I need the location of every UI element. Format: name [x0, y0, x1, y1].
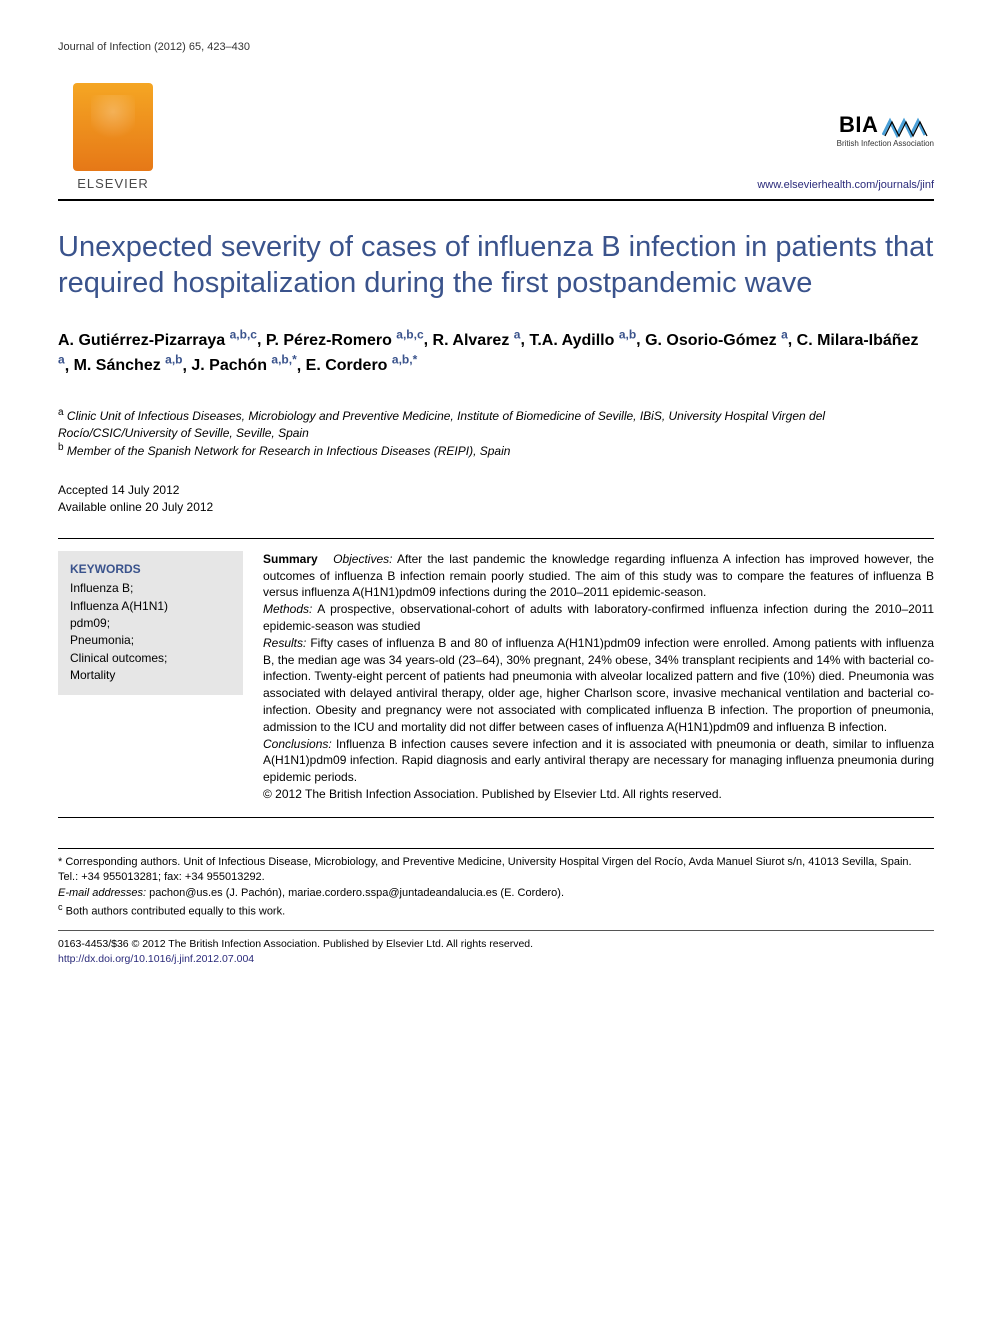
accepted-date: Accepted 14 July 2012	[58, 482, 934, 499]
conclusions-label: Conclusions:	[263, 737, 332, 751]
results-label: Results:	[263, 636, 306, 650]
author: M. Sánchez a,b	[74, 357, 183, 374]
biaa-logo: BIA	[757, 110, 934, 140]
abstract: Summary Objectives: After the last pande…	[263, 551, 934, 803]
title-block: Unexpected severity of cases of influenz…	[58, 229, 934, 302]
results-text: Fifty cases of influenza B and 80 of inf…	[263, 636, 934, 734]
authors-list: A. Gutiérrez-Pizarraya a,b,c, P. Pérez-R…	[58, 326, 934, 377]
corresponding-note: * Corresponding authors. Unit of Infecti…	[58, 855, 934, 886]
association-block: BIA British Infection Association www.el…	[757, 110, 934, 193]
keywords-box: KEYWORDS Influenza B;Influenza A(H1N1)pd…	[58, 551, 243, 695]
author: T.A. Aydillo a,b	[529, 332, 636, 349]
journal-url[interactable]: www.elsevierhealth.com/journals/jinf	[757, 178, 934, 193]
affiliation-a: a Clinic Unit of Infectious Diseases, Mi…	[58, 406, 934, 442]
biaa-abbr: BIA	[839, 112, 878, 137]
header-row: ELSEVIER BIA British Infection Associati…	[58, 73, 934, 201]
email-label: E-mail addresses:	[58, 887, 146, 899]
author: G. Osorio-Gómez a	[645, 332, 788, 349]
biblio-line: 0163-4453/$36 © 2012 The British Infecti…	[58, 937, 934, 952]
elsevier-text: ELSEVIER	[77, 175, 149, 193]
email-1[interactable]: pachon@us.es	[149, 887, 223, 899]
email-line: E-mail addresses: pachon@us.es (J. Pachó…	[58, 886, 934, 901]
equal-contrib-note: c Both authors contributed equally to th…	[58, 901, 934, 920]
article-title: Unexpected severity of cases of influenz…	[58, 229, 934, 302]
summary-label: Summary	[263, 552, 318, 566]
author: R. Alvarez a	[433, 332, 521, 349]
affiliations: a Clinic Unit of Infectious Diseases, Mi…	[58, 406, 934, 460]
conclusions-text: Influenza B infection causes severe infe…	[263, 737, 934, 785]
elsevier-tree-icon	[73, 83, 153, 171]
biblio-block: 0163-4453/$36 © 2012 The British Infecti…	[58, 930, 934, 966]
online-date: Available online 20 July 2012	[58, 499, 934, 516]
email-1-name: (J. Pachón),	[223, 887, 288, 899]
biaa-name: British Infection Association	[757, 139, 934, 150]
author: P. Pérez-Romero a,b,c	[266, 332, 424, 349]
elsevier-logo: ELSEVIER	[58, 73, 168, 193]
keywords-abstract-row: KEYWORDS Influenza B;Influenza A(H1N1)pd…	[58, 538, 934, 818]
affiliation-b: b Member of the Spanish Network for Rese…	[58, 441, 934, 460]
keywords-title: KEYWORDS	[70, 561, 231, 578]
keywords-list: Influenza B;Influenza A(H1N1)pdm09;Pneum…	[70, 580, 231, 684]
email-2[interactable]: mariae.cordero.sspa@juntadeandalucia.es	[288, 887, 497, 899]
article-dates: Accepted 14 July 2012 Available online 2…	[58, 482, 934, 516]
abstract-copyright: © 2012 The British Infection Association…	[263, 787, 722, 801]
methods-label: Methods:	[263, 602, 312, 616]
footnotes: * Corresponding authors. Unit of Infecti…	[58, 848, 934, 920]
journal-reference: Journal of Infection (2012) 65, 423–430	[58, 40, 934, 55]
doi-link[interactable]: http://dx.doi.org/10.1016/j.jinf.2012.07…	[58, 952, 934, 967]
email-2-name: (E. Cordero).	[497, 887, 564, 899]
author: A. Gutiérrez-Pizarraya a,b,c	[58, 332, 257, 349]
author: J. Pachón a,b,*	[191, 357, 296, 374]
author: E. Cordero a,b,*	[306, 357, 418, 374]
objectives-label: Objectives:	[333, 552, 392, 566]
biaa-wave-icon	[882, 117, 934, 139]
methods-text: A prospective, observational-cohort of a…	[263, 602, 934, 633]
